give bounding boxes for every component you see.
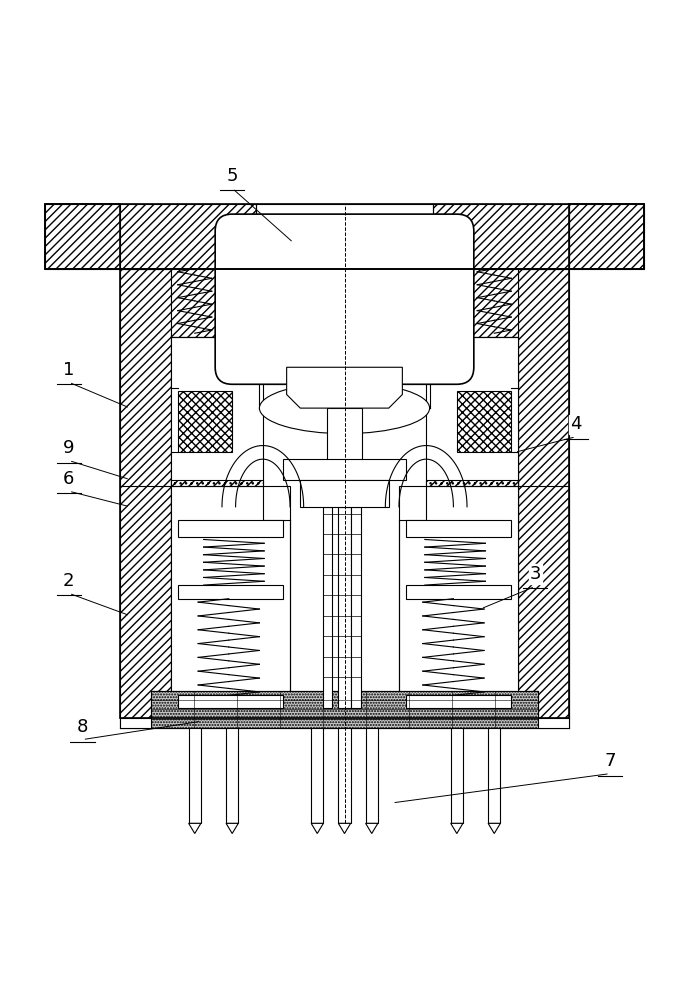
Text: 2: 2	[63, 572, 74, 590]
Bar	[406, 585, 511, 599]
Polygon shape	[178, 391, 232, 452]
Text: 4: 4	[570, 415, 582, 433]
Polygon shape	[451, 823, 463, 834]
FancyBboxPatch shape	[215, 214, 474, 384]
Polygon shape	[311, 823, 323, 834]
Polygon shape	[283, 459, 406, 480]
Text: 5: 5	[227, 167, 238, 185]
Polygon shape	[300, 480, 389, 507]
Bar	[311, 728, 323, 823]
Polygon shape	[120, 718, 150, 728]
Bar	[406, 520, 511, 537]
Bar	[322, 507, 332, 708]
Polygon shape	[256, 204, 433, 258]
Bar	[351, 507, 361, 708]
Polygon shape	[45, 204, 120, 269]
Polygon shape	[171, 269, 260, 337]
Polygon shape	[120, 269, 171, 718]
Bar	[178, 585, 283, 599]
Bar	[178, 520, 283, 537]
Bar	[338, 507, 351, 708]
Polygon shape	[150, 691, 539, 728]
Polygon shape	[226, 823, 238, 834]
Polygon shape	[366, 823, 378, 834]
Polygon shape	[569, 204, 644, 269]
Polygon shape	[426, 337, 518, 486]
Bar	[406, 695, 511, 708]
Bar	[226, 728, 238, 823]
Polygon shape	[287, 367, 402, 408]
Polygon shape	[488, 823, 500, 834]
Text: 8: 8	[76, 718, 88, 736]
Polygon shape	[171, 486, 290, 718]
Polygon shape	[457, 391, 511, 452]
Polygon shape	[327, 408, 362, 463]
Polygon shape	[539, 718, 569, 728]
Bar	[178, 695, 283, 708]
Polygon shape	[518, 269, 569, 718]
Bar	[569, 204, 644, 269]
Polygon shape	[429, 269, 518, 337]
Polygon shape	[171, 480, 263, 520]
Polygon shape	[171, 337, 263, 486]
Text: 1: 1	[63, 361, 74, 379]
Bar	[150, 691, 539, 728]
Ellipse shape	[260, 383, 429, 434]
Polygon shape	[426, 480, 518, 520]
Polygon shape	[338, 823, 351, 834]
Text: 6: 6	[63, 470, 74, 488]
Text: 7: 7	[604, 752, 616, 770]
Polygon shape	[189, 823, 201, 834]
Polygon shape	[120, 486, 171, 718]
Bar	[338, 728, 351, 823]
Bar	[488, 728, 500, 823]
Bar	[451, 728, 463, 823]
Polygon shape	[120, 204, 569, 269]
Polygon shape	[518, 486, 569, 718]
Text: 9: 9	[63, 439, 74, 457]
Bar	[366, 728, 378, 823]
Polygon shape	[399, 486, 518, 718]
Text: 3: 3	[529, 565, 541, 583]
Bar	[45, 204, 120, 269]
Bar	[189, 728, 201, 823]
